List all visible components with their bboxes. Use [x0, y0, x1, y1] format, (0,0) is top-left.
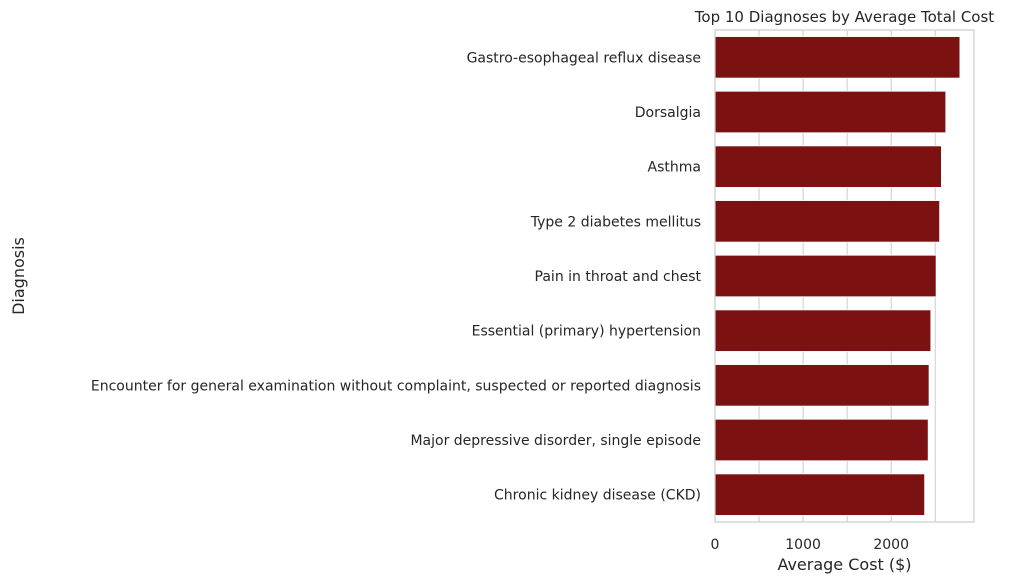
- bar-layer: [714, 36, 961, 516]
- axes-frame: [714, 29, 975, 523]
- x-tick-label: 0: [711, 537, 720, 553]
- y-tick-label: Gastro-esophageal reflux disease: [467, 50, 701, 66]
- y-tick-label: Asthma: [648, 160, 701, 176]
- y-axis-label: Diagnosis: [9, 237, 28, 315]
- x-tick-label: 2000: [873, 537, 909, 553]
- bar: [714, 364, 930, 407]
- bar: [714, 473, 926, 516]
- x-tick-label: 1000: [785, 537, 821, 553]
- y-tick-labels: Gastro-esophageal reflux disease Dorsalgi…: [91, 50, 702, 503]
- bar: [714, 145, 942, 188]
- y-tick-label: Essential (primary) hypertension: [472, 324, 701, 340]
- chart-title: Top 10 Diagnoses by Average Total Cost: [694, 8, 994, 26]
- bar: [714, 200, 941, 243]
- y-tick-label: Major depressive disorder, single episod…: [410, 433, 701, 449]
- bar: [714, 254, 937, 298]
- y-tick-label: Chronic kidney disease (CKD): [494, 488, 701, 504]
- bar: [714, 309, 932, 352]
- bar: [714, 90, 947, 134]
- x-axis-label: Average Cost ($): [777, 555, 911, 574]
- bar: [714, 36, 961, 79]
- y-tick-label: Dorsalgia: [635, 105, 701, 121]
- bar: [714, 418, 929, 462]
- y-tick-label: Pain in throat and chest: [535, 269, 702, 285]
- x-tick-labels: 0 1000 2000: [711, 537, 909, 553]
- y-tick-label: Type 2 diabetes mellitus: [530, 214, 701, 230]
- y-tick-label: Encounter for general examination withou…: [91, 378, 701, 394]
